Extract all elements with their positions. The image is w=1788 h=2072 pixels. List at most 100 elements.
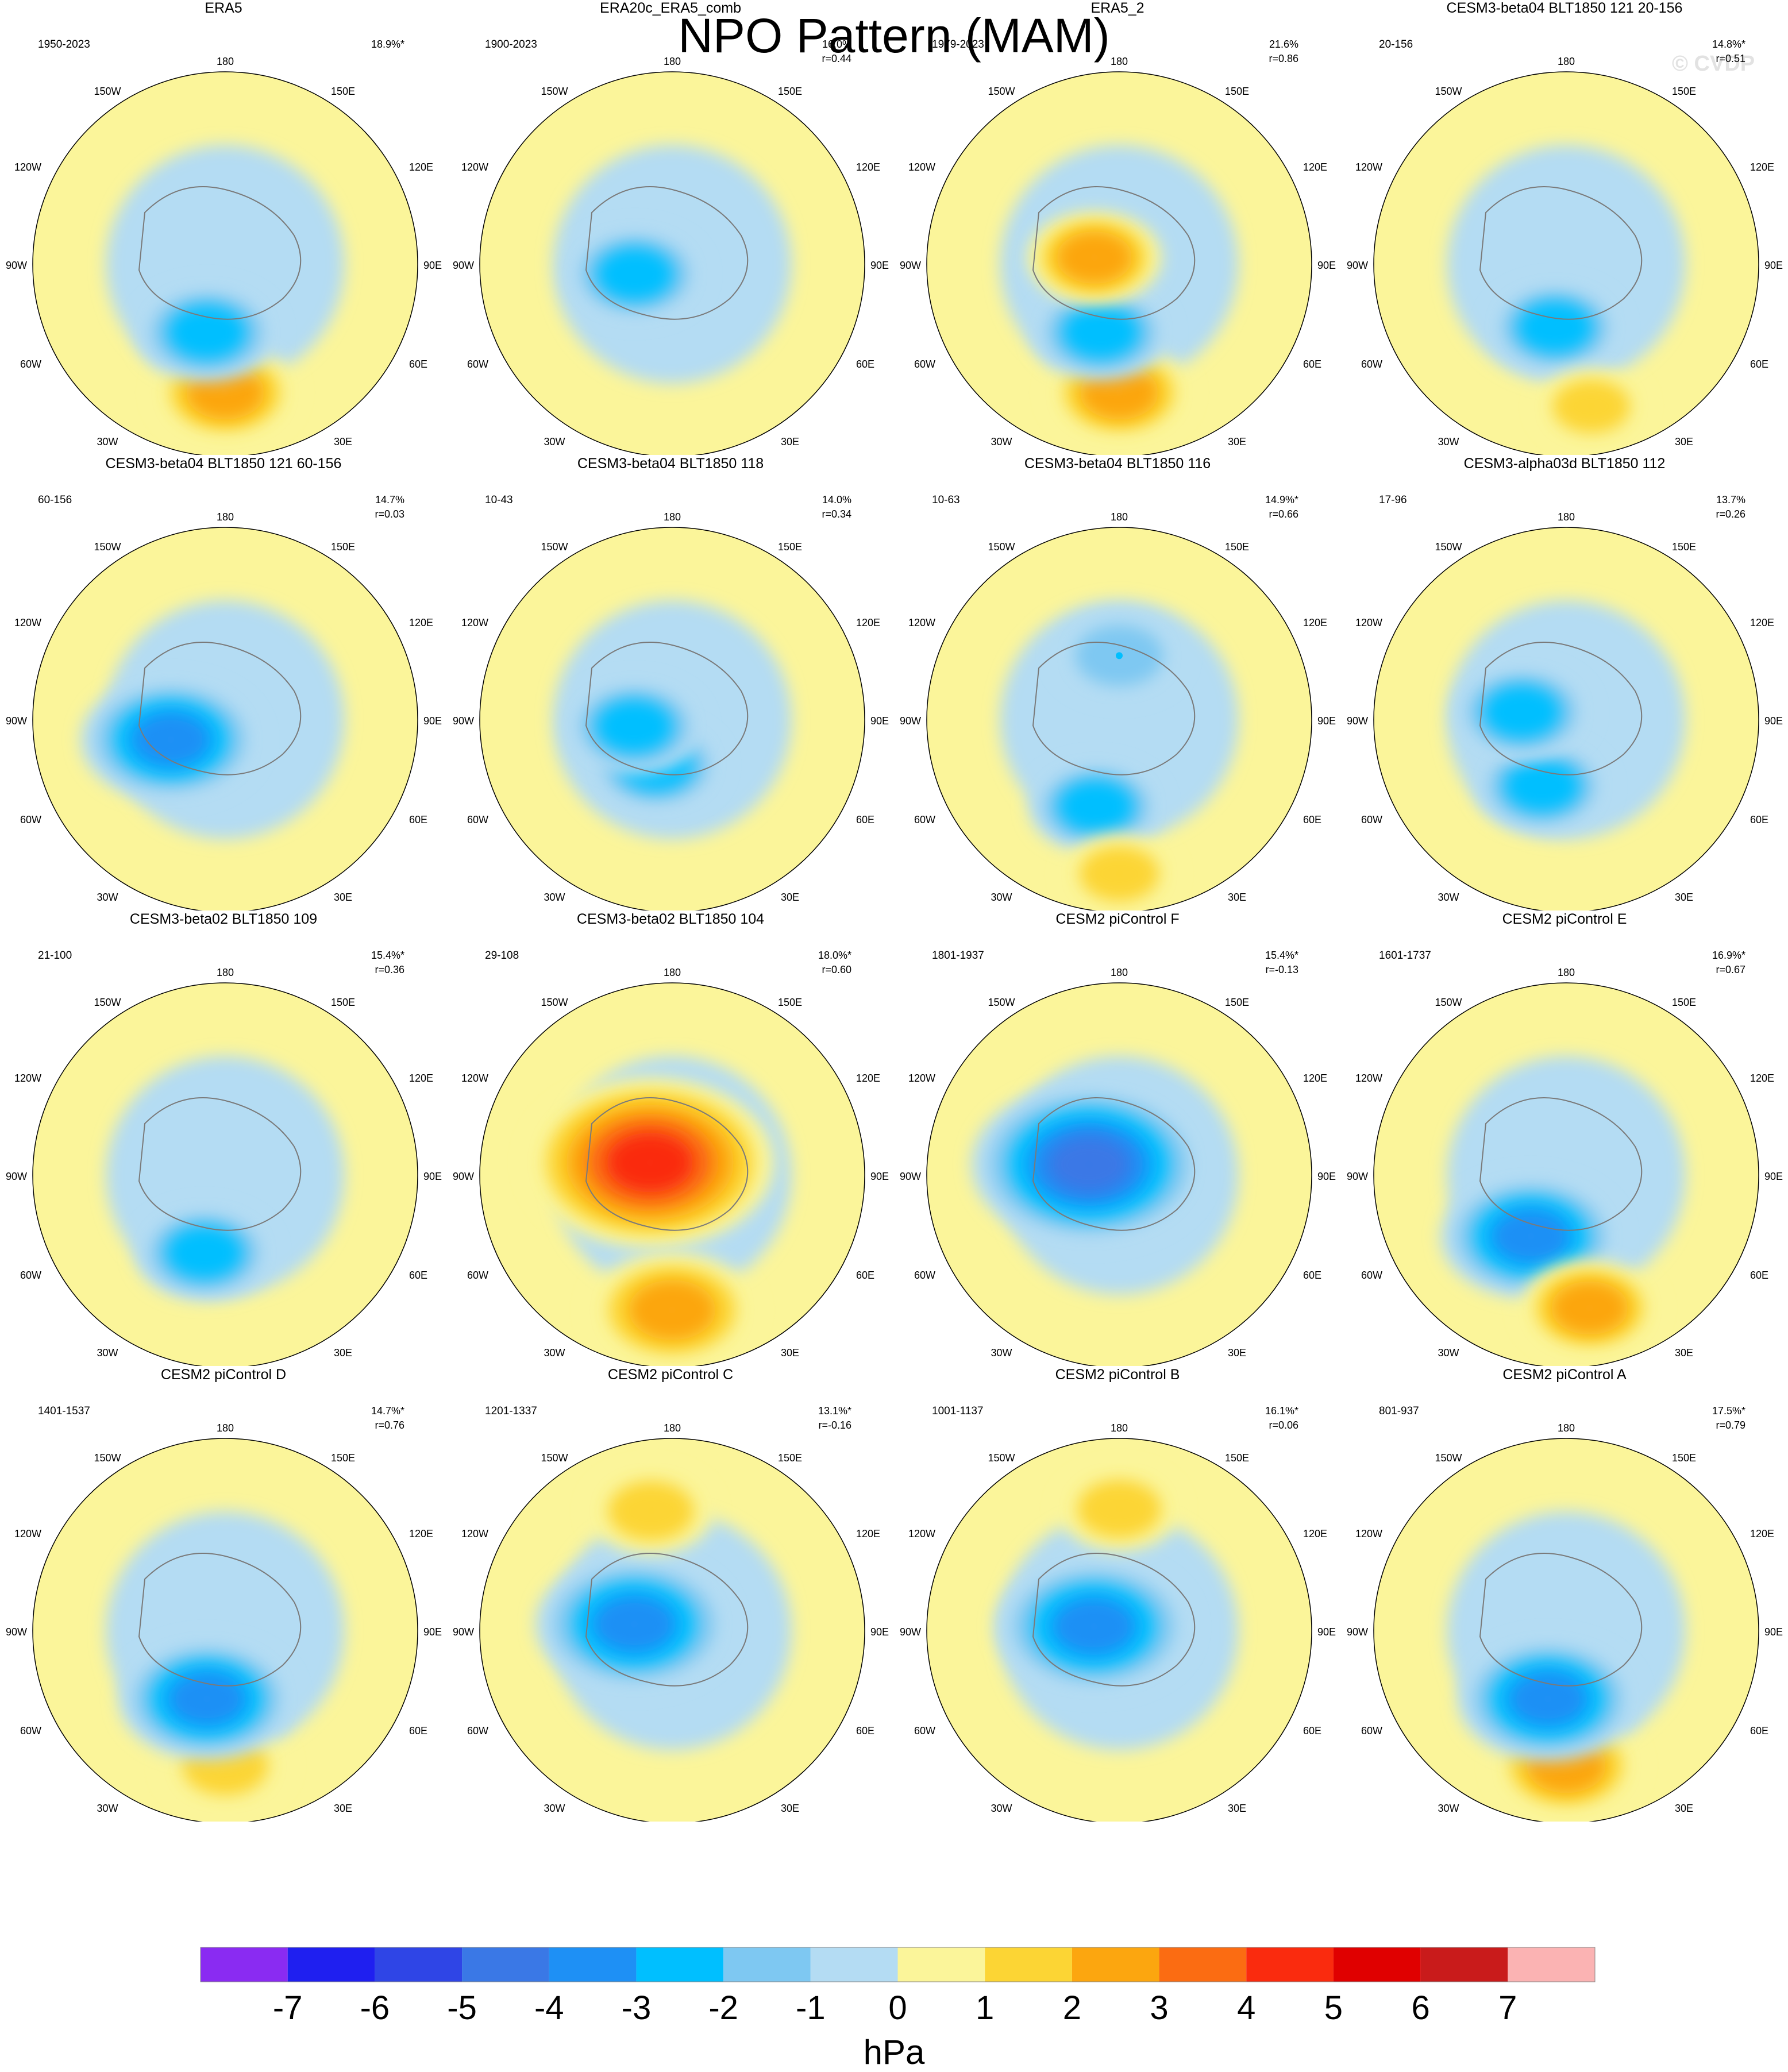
pattern-center xyxy=(648,1507,655,1515)
longitude-label: 60E xyxy=(856,1270,874,1281)
longitude-label: 60E xyxy=(856,1725,874,1737)
longitude-label: 90E xyxy=(1764,260,1783,271)
pattern-correlation: r=0.60 xyxy=(822,964,851,975)
variance-explained: 18.0%* xyxy=(818,950,851,961)
pattern-center xyxy=(631,271,639,278)
longitude-label: 120W xyxy=(1355,1072,1382,1084)
longitude-label: 90E xyxy=(423,260,442,271)
variance-explained: 15.4%* xyxy=(371,950,404,961)
polar-map: 180150W150E120W120E90W90E60W60E30W30E0 xyxy=(1347,56,1783,455)
longitude-label: 60W xyxy=(1361,358,1382,370)
coastline xyxy=(138,642,302,775)
colorbar-tick-label: 3 xyxy=(1150,1989,1168,2027)
longitude-label: 30W xyxy=(1438,1347,1459,1359)
longitude-label: 120E xyxy=(409,617,433,628)
map-border xyxy=(32,1438,418,1822)
colorbar-box xyxy=(1072,1947,1159,1982)
longitude-label: 150E xyxy=(1225,541,1249,553)
longitude-label: 30E xyxy=(1228,436,1246,447)
longitude-label: 60W xyxy=(914,814,935,825)
longitude-label: 180 xyxy=(1111,56,1128,67)
longitude-label: 30W xyxy=(97,436,118,447)
longitude-label: 150E xyxy=(1225,997,1249,1008)
pattern-correlation: r=0.51 xyxy=(1716,53,1745,64)
longitude-label: 90W xyxy=(453,715,474,727)
longitude-label: 30E xyxy=(1228,1347,1246,1359)
panel-title: CESM2 piControl B xyxy=(1055,1367,1180,1383)
polar-map: 180150W150E120W120E90W90E60W60E30W30E0 xyxy=(900,967,1336,1366)
longitude-label: 30W xyxy=(991,436,1012,447)
longitude-label: 30E xyxy=(1675,436,1693,447)
pattern-center xyxy=(203,1695,211,1703)
longitude-label: 60W xyxy=(1361,1270,1382,1281)
longitude-label: 90E xyxy=(1317,1171,1336,1182)
colorbar-units-label: hPa xyxy=(863,2033,925,2071)
panel-title: CESM3-beta04 BLT1850 121 20-156 xyxy=(1446,0,1683,16)
longitude-label: 120W xyxy=(908,1528,935,1539)
panel-title: CESM2 piControl F xyxy=(1055,911,1180,927)
longitude-label: 60E xyxy=(1303,358,1321,370)
longitude-label: 90W xyxy=(900,715,921,727)
longitude-label: 30W xyxy=(97,892,118,903)
longitude-label: 90E xyxy=(423,715,442,727)
longitude-label: 120E xyxy=(409,1072,433,1084)
pattern-correlation: r=0.36 xyxy=(375,964,404,975)
colorbar-tick-label: -1 xyxy=(796,1989,826,2027)
map-border xyxy=(479,1438,865,1822)
longitude-label: 150E xyxy=(1672,541,1696,553)
longitude-label: 120E xyxy=(856,1072,880,1084)
map-panel: CESM2 piControl B 1001-1137 16.1%* r=0.06 18… xyxy=(894,1367,1341,1822)
map-border xyxy=(479,527,865,910)
panel-years: 1801-1937 xyxy=(932,950,984,962)
longitude-label: 60W xyxy=(467,358,488,370)
map-border xyxy=(926,71,1312,455)
map-border xyxy=(926,982,1312,1366)
colorbar-box xyxy=(462,1947,549,1982)
colorbar-tick-label: 1 xyxy=(976,1989,994,2027)
panel-years: 1900-2023 xyxy=(485,38,537,51)
polar-map: 180150W150E120W120E90W90E60W60E30W30E0 xyxy=(6,56,442,455)
panel-years: 60-156 xyxy=(38,494,72,506)
longitude-label: 120W xyxy=(14,161,41,173)
variance-explained: 21.6% xyxy=(1269,38,1298,50)
longitude-label: 120E xyxy=(1303,1528,1327,1539)
pattern-center xyxy=(1116,870,1123,877)
longitude-label: 150E xyxy=(1225,1452,1249,1464)
longitude-label: 30E xyxy=(781,1803,799,1814)
pattern-center xyxy=(1116,652,1123,659)
polar-map: 180150W150E120W120E90W90E60W60E30W30E0 xyxy=(6,1422,442,1822)
panel-years: 1979-2023 xyxy=(932,38,984,51)
longitude-label: 120E xyxy=(856,161,880,173)
longitude-label: 30E xyxy=(1675,1347,1693,1359)
longitude-label: 90W xyxy=(900,1626,921,1638)
coastline xyxy=(1479,1097,1643,1231)
longitude-label: 180 xyxy=(1111,1422,1128,1434)
panel-variance-stats: 13.7% r=0.26 xyxy=(1716,493,1745,522)
longitude-label: 150E xyxy=(1672,86,1696,97)
longitude-label: 30E xyxy=(781,892,799,903)
longitude-label: 150W xyxy=(541,541,568,553)
longitude-label: 150E xyxy=(778,86,802,97)
polar-map: 180150W150E120W120E90W90E60W60E30W30E0 xyxy=(900,511,1336,910)
pattern-correlation: r=0.26 xyxy=(1716,508,1745,520)
map-panel: CESM3-beta04 BLT1850 118 10-43 14.0% r=0.34… xyxy=(447,456,894,910)
panel-years: 10-63 xyxy=(932,494,960,506)
map-panel: CESM2 piControl F 1801-1937 15.4%* r=-0.13 1… xyxy=(894,911,1341,1366)
cvdp-watermark: © CVDP xyxy=(1672,52,1755,76)
longitude-label: 90W xyxy=(6,1626,27,1638)
longitude-label: 90E xyxy=(1764,1171,1783,1182)
colorbar-tick-label: -4 xyxy=(534,1989,564,2027)
map-panel: CESM3-beta02 BLT1850 109 21-100 15.4%* r=0.… xyxy=(0,911,447,1366)
variance-explained: 14.7%* xyxy=(371,1405,404,1417)
longitude-label: 180 xyxy=(1111,967,1128,978)
panel-years: 21-100 xyxy=(38,950,72,962)
pattern-correlation: r=0.06 xyxy=(1269,1419,1298,1431)
pattern-center xyxy=(669,1306,676,1314)
longitude-label: 120W xyxy=(14,617,41,628)
longitude-label: 120W xyxy=(1355,161,1382,173)
longitude-label: 60E xyxy=(1750,358,1768,370)
longitude-label: 30W xyxy=(991,1803,1012,1814)
coastline xyxy=(138,186,302,320)
longitude-label: 60E xyxy=(409,814,427,825)
